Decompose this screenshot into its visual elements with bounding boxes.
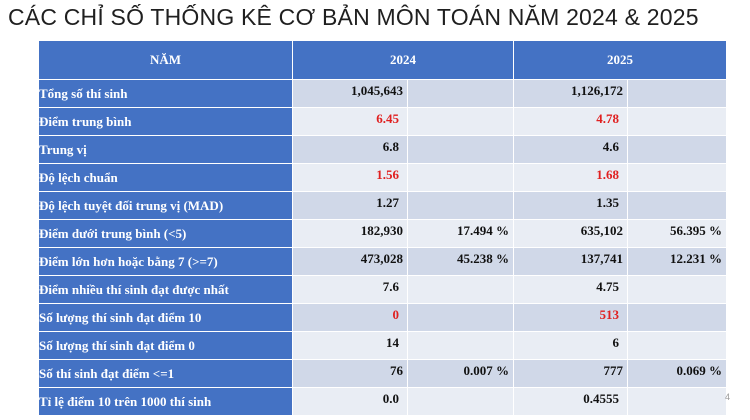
percent-2024 — [407, 331, 514, 360]
value-2024: 76 — [292, 359, 408, 388]
row-label: Độ lệch chuẩn — [38, 163, 293, 192]
row-10-per-1000: Tỉ lệ điểm 10 trên 1000 thí sinh 0.0 0.4… — [38, 387, 727, 416]
value-2024: 1,045,643 — [292, 79, 408, 108]
percent-2025 — [627, 303, 727, 332]
row-label: Điểm trung bình — [38, 107, 293, 136]
value-2025: 137,741 — [513, 247, 628, 276]
slide-title: CÁC CHỈ SỐ THỐNG KÊ CƠ BẢN MÔN TOÁN NĂM … — [8, 4, 699, 30]
header-year-2024: 2024 — [292, 40, 514, 80]
value-2024: 14 — [292, 331, 408, 360]
percent-2024 — [407, 275, 514, 304]
row-label: Số thí sinh đạt điểm <=1 — [38, 359, 293, 388]
value-2025: 4.75 — [513, 275, 628, 304]
percent-2024 — [407, 79, 514, 108]
value-2024: 182,930 — [292, 219, 408, 248]
value-2024: 6.8 — [292, 135, 408, 164]
value-2024: 1.56 — [292, 163, 408, 192]
value-2025: 4.6 — [513, 135, 628, 164]
stats-table: NĂM 2024 2025 Tổng số thí sinh 1,045,643… — [38, 40, 727, 416]
percent-2025 — [627, 387, 727, 416]
row-label: Tỉ lệ điểm 10 trên 1000 thí sinh — [38, 387, 293, 416]
percent-2025 — [627, 275, 727, 304]
table-header-row: NĂM 2024 2025 — [38, 40, 727, 80]
value-2025: 6 — [513, 331, 628, 360]
row-total-candidates: Tổng số thí sinh 1,045,643 1,126,172 — [38, 79, 727, 108]
percent-2024 — [407, 387, 514, 416]
percent-2025 — [627, 163, 727, 192]
row-mean-score: Điểm trung bình 6.45 4.78 — [38, 107, 727, 136]
value-2025: 1,126,172 — [513, 79, 628, 108]
percent-2025 — [627, 191, 727, 220]
value-2024: 473,028 — [292, 247, 408, 276]
value-2024: 0 — [292, 303, 408, 332]
percent-2025: 12.231 % — [627, 247, 727, 276]
row-label: Điểm lớn hơn hoặc bằng 7 (>=7) — [38, 247, 293, 276]
row-label: Điểm nhiều thí sinh đạt được nhất — [38, 275, 293, 304]
row-score-7-plus: Điểm lớn hơn hoặc bằng 7 (>=7) 473,028 4… — [38, 247, 727, 276]
percent-2024 — [407, 107, 514, 136]
percent-2025: 0.069 % — [627, 359, 727, 388]
row-label: Số lượng thí sinh đạt điểm 0 — [38, 331, 293, 360]
row-score-0-count: Số lượng thí sinh đạt điểm 0 14 6 — [38, 331, 727, 360]
value-2025: 777 — [513, 359, 628, 388]
page-number: 4 — [724, 392, 730, 402]
row-median: Trung vị 6.8 4.6 — [38, 135, 727, 164]
percent-2024 — [407, 163, 514, 192]
percent-2025: 56.395 % — [627, 219, 727, 248]
value-2025: 4.78 — [513, 107, 628, 136]
percent-2025 — [627, 107, 727, 136]
value-2025: 513 — [513, 303, 628, 332]
row-score-le-1: Số thí sinh đạt điểm <=1 76 0.007 % 777 … — [38, 359, 727, 388]
percent-2024: 45.238 % — [407, 247, 514, 276]
percent-2024 — [407, 135, 514, 164]
value-2025: 0.4555 — [513, 387, 628, 416]
percent-2024 — [407, 191, 514, 220]
value-2025: 1.68 — [513, 163, 628, 192]
value-2024: 6.45 — [292, 107, 408, 136]
value-2024: 7.6 — [292, 275, 408, 304]
row-label: Tổng số thí sinh — [38, 79, 293, 108]
row-std-deviation: Độ lệch chuẩn 1.56 1.68 — [38, 163, 727, 192]
percent-2025 — [627, 135, 727, 164]
row-mode-score: Điểm nhiều thí sinh đạt được nhất 7.6 4.… — [38, 275, 727, 304]
percent-2025 — [627, 331, 727, 360]
percent-2024 — [407, 303, 514, 332]
header-year-label: NĂM — [38, 40, 293, 80]
percent-2024: 17.494 % — [407, 219, 514, 248]
percent-2024: 0.007 % — [407, 359, 514, 388]
row-score-10-count: Số lượng thí sinh đạt điểm 10 0 513 — [38, 303, 727, 332]
value-2024: 0.0 — [292, 387, 408, 416]
row-label: Số lượng thí sinh đạt điểm 10 — [38, 303, 293, 332]
value-2025: 635,102 — [513, 219, 628, 248]
row-label: Điểm dưới trung bình (<5) — [38, 219, 293, 248]
value-2025: 1.35 — [513, 191, 628, 220]
row-mad: Độ lệch tuyệt đối trung vị (MAD) 1.27 1.… — [38, 191, 727, 220]
percent-2025 — [627, 79, 727, 108]
row-label: Độ lệch tuyệt đối trung vị (MAD) — [38, 191, 293, 220]
row-below-average: Điểm dưới trung bình (<5) 182,930 17.494… — [38, 219, 727, 248]
header-year-2025: 2025 — [513, 40, 727, 80]
value-2024: 1.27 — [292, 191, 408, 220]
row-label: Trung vị — [38, 135, 293, 164]
